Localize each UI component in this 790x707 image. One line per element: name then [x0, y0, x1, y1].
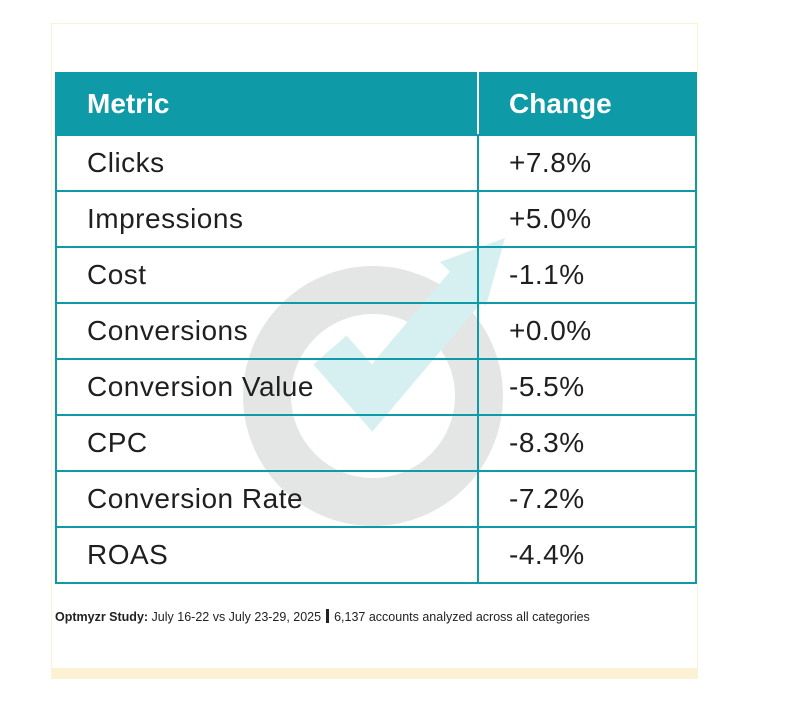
table-row: Clicks +7.8% [55, 134, 697, 192]
footnote-accounts: 6,137 accounts analyzed across all categ… [334, 610, 590, 624]
metric-cell: Conversions [55, 302, 479, 360]
column-header-change: Change [477, 72, 697, 136]
column-header-metric: Metric [55, 72, 479, 136]
table-row: CPC -8.3% [55, 414, 697, 472]
metrics-table: Metric Change Clicks +7.8% Impressions +… [55, 72, 697, 584]
metric-cell: Impressions [55, 190, 479, 248]
card-bottom-band [52, 668, 697, 678]
metric-cell: ROAS [55, 526, 479, 584]
separator-bar [326, 609, 330, 623]
metric-cell: CPC [55, 414, 479, 472]
table-header-row: Metric Change [55, 72, 697, 136]
footnote-dates: July 16-22 vs July 23-29, 2025 [151, 610, 322, 624]
metric-cell: Conversion Rate [55, 470, 479, 528]
change-cell: -5.5% [477, 358, 697, 416]
footnote-label: Optmyzr Study: [55, 610, 149, 624]
metric-cell: Conversion Value [55, 358, 479, 416]
metric-cell: Cost [55, 246, 479, 304]
table-row: ROAS -4.4% [55, 526, 697, 584]
change-cell: -8.3% [477, 414, 697, 472]
footnote: Optmyzr Study: July 16-22 vs July 23-29,… [55, 609, 705, 624]
change-cell: -4.4% [477, 526, 697, 584]
table-row: Conversions +0.0% [55, 302, 697, 360]
change-cell: -7.2% [477, 470, 697, 528]
table-row: Cost -1.1% [55, 246, 697, 304]
change-cell: +5.0% [477, 190, 697, 248]
change-cell: +0.0% [477, 302, 697, 360]
metric-cell: Clicks [55, 134, 479, 192]
change-cell: -1.1% [477, 246, 697, 304]
change-cell: +7.8% [477, 134, 697, 192]
table-row: Conversion Rate -7.2% [55, 470, 697, 528]
table-row: Conversion Value -5.5% [55, 358, 697, 416]
table-row: Impressions +5.0% [55, 190, 697, 248]
